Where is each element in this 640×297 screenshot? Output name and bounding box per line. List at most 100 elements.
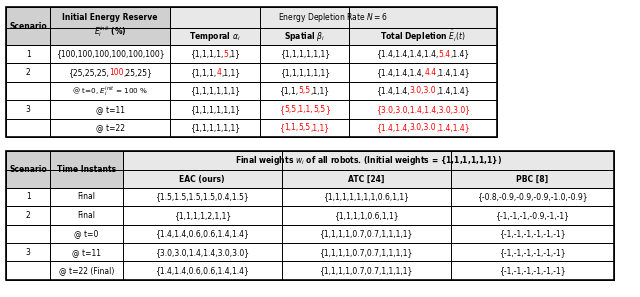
- Bar: [6, 100, 497, 119]
- Text: @ t=0, $E_i^{init}$ = 100 %: @ t=0, $E_i^{init}$ = 100 %: [72, 84, 148, 97]
- Text: ,1,1,: ,1,1,: [296, 105, 313, 114]
- Bar: [6, 82, 50, 137]
- Text: 5,5: 5,5: [299, 123, 310, 132]
- Bar: [6, 243, 614, 261]
- Text: {-1,-1,-1,-1,-1,-1}: {-1,-1,-1,-1,-1,-1}: [499, 229, 566, 238]
- Text: {1.4,1.4,1.4,: {1.4,1.4,1.4,: [376, 68, 424, 77]
- Text: 100: 100: [109, 68, 124, 77]
- Text: {1,1,1,1,0.7,0.7,1,1,1,1}: {1,1,1,1,0.7,0.7,1,1,1,1}: [319, 229, 413, 238]
- Text: Initial Energy Reserve
$E_i^{init}$ (%): Initial Energy Reserve $E_i^{init}$ (%): [62, 13, 158, 39]
- Text: Time Instants: Time Instants: [57, 165, 116, 174]
- Text: EAC (ours): EAC (ours): [179, 175, 225, 184]
- Text: ,1,1}: ,1,1}: [221, 68, 240, 77]
- Text: {25,25,25,: {25,25,25,: [68, 68, 109, 77]
- Text: {1,1,1,1,1,1}: {1,1,1,1,1,1}: [280, 68, 330, 77]
- Text: @ t=11: @ t=11: [95, 105, 125, 114]
- Text: {-1,-1,-1,-0.9,-1,-1}: {-1,-1,-1,-0.9,-1,-1}: [495, 211, 570, 220]
- Text: 2: 2: [26, 211, 31, 220]
- Bar: [170, 28, 260, 45]
- Text: }: }: [325, 105, 330, 114]
- Text: ,1,1}: ,1,1}: [310, 123, 330, 132]
- Text: Total Depletion $\dot{E}_i(t)$: Total Depletion $\dot{E}_i(t)$: [380, 28, 466, 44]
- Bar: [123, 151, 614, 170]
- Text: {-0.8,-0.9,-0.9,-0.9,-1.0,-0.9}: {-0.8,-0.9,-0.9,-0.9,-1.0,-0.9}: [477, 192, 588, 201]
- Text: 5: 5: [223, 50, 228, 59]
- Text: 5.4: 5.4: [438, 50, 451, 59]
- Text: 5,5: 5,5: [299, 86, 310, 95]
- Text: 4.4: 4.4: [424, 68, 436, 77]
- Text: ,1,1}: ,1,1}: [310, 86, 330, 95]
- Text: {1,1,1,1,0.6,1,1}: {1,1,1,1,0.6,1,1}: [334, 211, 398, 220]
- Text: 4: 4: [216, 68, 221, 77]
- Text: @ t=0: @ t=0: [74, 229, 99, 238]
- Bar: [6, 206, 614, 225]
- Text: {1,1,1,1,1,1}: {1,1,1,1,1,1}: [190, 123, 240, 132]
- Text: Final weights $w_i$ of all robots. (Initial weights = {1,1,1,1,1,1}): Final weights $w_i$ of all robots. (Init…: [235, 154, 502, 168]
- Text: ,1.4,1.4}: ,1.4,1.4}: [436, 86, 470, 95]
- Text: 3: 3: [26, 105, 31, 114]
- Text: {3.0,3.0,1.4,1.4,3.0,3.0}: {3.0,3.0,1.4,1.4,3.0,3.0}: [376, 105, 470, 114]
- Text: Final: Final: [77, 211, 95, 220]
- Text: {1,1,1,1,0.7,0.7,1,1,1,1}: {1,1,1,1,0.7,0.7,1,1,1,1}: [319, 266, 413, 275]
- Bar: [170, 7, 497, 28]
- Text: @ t=11: @ t=11: [72, 248, 101, 257]
- Text: 5,5: 5,5: [313, 105, 325, 114]
- Text: {1,1,1,1,2,1,1}: {1,1,1,1,2,1,1}: [173, 211, 231, 220]
- Bar: [260, 28, 349, 45]
- Text: {1.5,1.5,1.5,1.5,0.4,1.5}: {1.5,1.5,1.5,1.5,0.4,1.5}: [156, 192, 249, 201]
- Text: @ t=22: @ t=22: [95, 123, 125, 132]
- Text: {1.4,1.4,: {1.4,1.4,: [376, 86, 410, 95]
- Text: Spatial $\beta_i$: Spatial $\beta_i$: [284, 30, 325, 43]
- Text: {100,100,100,100,100,100}: {100,100,100,100,100,100}: [56, 50, 164, 59]
- Text: ATC [24]: ATC [24]: [348, 175, 384, 184]
- Bar: [6, 119, 497, 137]
- Bar: [50, 7, 170, 45]
- Text: {-1,-1,-1,-1,-1,-1}: {-1,-1,-1,-1,-1,-1}: [499, 248, 566, 257]
- Text: {3.0,3.0,1.4,1.4,3.0,3.0}: {3.0,3.0,1.4,1.4,3.0,3.0}: [155, 248, 250, 257]
- Bar: [349, 28, 497, 45]
- Text: {1,1,1,1,1,1}: {1,1,1,1,1,1}: [190, 105, 240, 114]
- Text: {1,1,1,1,1,1,1,0.6,1,1}: {1,1,1,1,1,1,1,0.6,1,1}: [323, 192, 409, 201]
- Bar: [6, 225, 50, 280]
- Text: 3.0,3.0: 3.0,3.0: [410, 123, 436, 132]
- Bar: [6, 188, 614, 206]
- Text: ,25,25}: ,25,25}: [124, 68, 152, 77]
- Text: 1,1,: 1,1,: [284, 123, 299, 132]
- Text: 3: 3: [26, 248, 31, 257]
- Bar: [282, 170, 451, 188]
- Bar: [6, 151, 123, 188]
- Text: 1: 1: [26, 192, 31, 201]
- Text: 2: 2: [26, 68, 31, 77]
- Bar: [451, 170, 614, 188]
- Text: ,1.4,1.4}: ,1.4,1.4}: [436, 123, 470, 132]
- Text: 3.0,3.0: 3.0,3.0: [410, 86, 436, 95]
- Bar: [6, 63, 497, 82]
- Text: {1.4,1.4,0.6,0.6,1.4,1.4}: {1.4,1.4,0.6,0.6,1.4,1.4}: [156, 229, 249, 238]
- Text: {1,1,: {1,1,: [280, 86, 299, 95]
- Text: Energy Depletion Rate $N = 6$: Energy Depletion Rate $N = 6$: [278, 11, 388, 24]
- Text: {: {: [280, 123, 284, 132]
- Bar: [6, 225, 614, 243]
- Bar: [6, 261, 614, 280]
- Text: {1.4,1.4,: {1.4,1.4,: [376, 123, 410, 132]
- Text: Temporal $\alpha_i$: Temporal $\alpha_i$: [189, 30, 241, 43]
- Text: {1.4,1.4,0.6,0.6,1.4,1.4}: {1.4,1.4,0.6,0.6,1.4,1.4}: [156, 266, 249, 275]
- Text: {1,1,1,1,0.7,0.7,1,1,1,1}: {1,1,1,1,0.7,0.7,1,1,1,1}: [319, 248, 413, 257]
- Text: 5,5: 5,5: [284, 105, 296, 114]
- Text: {1,1,1,: {1,1,1,: [190, 68, 216, 77]
- Bar: [123, 170, 282, 188]
- Bar: [6, 82, 497, 100]
- Text: Final: Final: [77, 192, 95, 201]
- Text: {-1,-1,-1,-1,-1,-1}: {-1,-1,-1,-1,-1,-1}: [499, 266, 566, 275]
- Bar: [6, 7, 50, 45]
- Text: Scenario: Scenario: [10, 22, 47, 31]
- Text: @ t=22 (Final): @ t=22 (Final): [59, 266, 114, 275]
- Text: ,1}: ,1}: [228, 50, 240, 59]
- Text: PBC [8]: PBC [8]: [516, 175, 548, 184]
- Text: {: {: [279, 105, 284, 114]
- Text: Scenario: Scenario: [10, 165, 47, 174]
- Text: {1,1,1,1,: {1,1,1,1,: [190, 50, 223, 59]
- Text: 1: 1: [26, 50, 31, 59]
- Bar: [6, 151, 614, 280]
- Text: {1,1,1,1,1,1}: {1,1,1,1,1,1}: [280, 50, 330, 59]
